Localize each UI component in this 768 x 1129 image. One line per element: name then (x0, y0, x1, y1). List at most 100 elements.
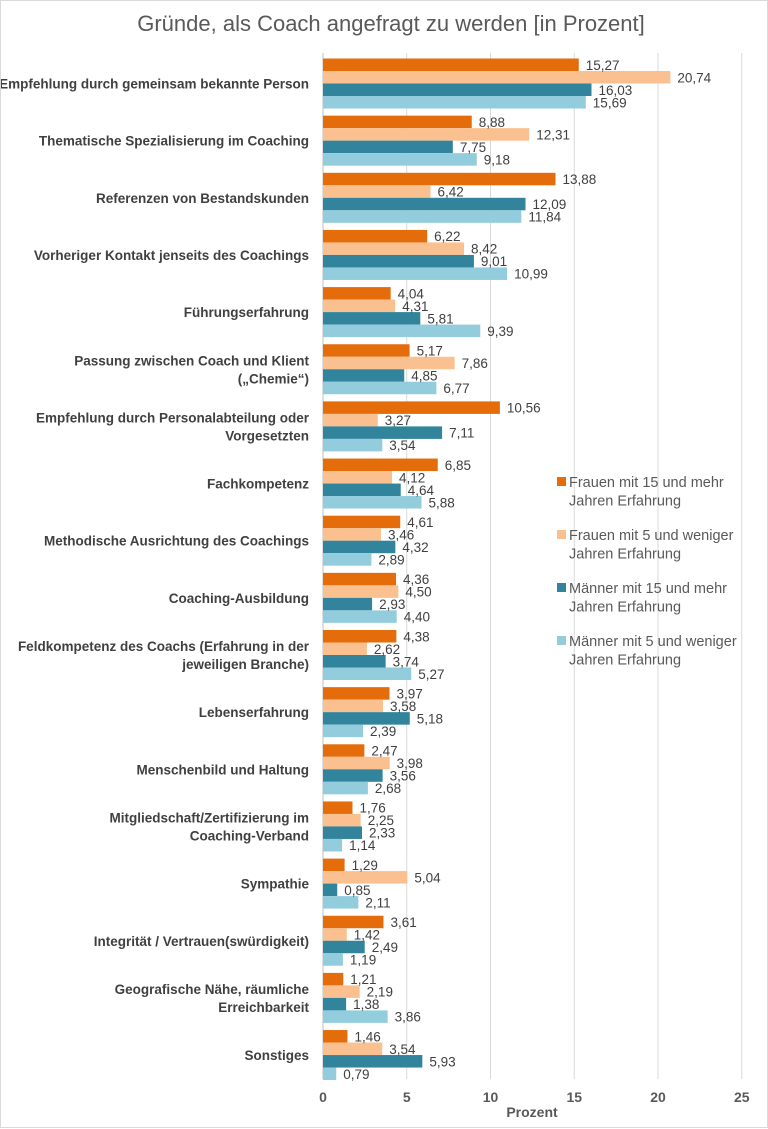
category-label: Feldkompetenz des Coachs (Erfahrung in d… (18, 639, 310, 672)
category-label: Empfehlung durch Personalabteilung oder V… (36, 410, 310, 443)
x-axis: 0 5 10 15 20 25 (319, 1089, 750, 1105)
data-label: 9,18 (484, 152, 510, 167)
category-labels: Empfehlung durch gemeinsam bekannte Pers… (1, 77, 310, 1064)
bar (323, 915, 384, 929)
x-tick-label: 20 (650, 1089, 666, 1105)
data-label: 7,11 (449, 426, 474, 441)
legend-label: Männer mit 5 und weniger Jahren Erfahrung (569, 634, 737, 669)
data-label: 3,86 (395, 1010, 421, 1025)
data-label: 11,84 (528, 210, 561, 225)
bar (323, 724, 364, 738)
bar (323, 96, 586, 109)
bar (323, 471, 393, 484)
data-label: 4,32 (402, 540, 428, 555)
data-label: 1,42 (354, 928, 380, 943)
data-label: 13,88 (562, 172, 596, 187)
bar (323, 369, 405, 382)
bar (323, 496, 422, 509)
bars (323, 58, 671, 1081)
category-label: Menschenbild und Haltung (137, 762, 310, 777)
bar (323, 540, 396, 554)
bar (323, 597, 373, 611)
data-label: 1,21 (350, 972, 376, 987)
legend-swatch (557, 636, 566, 645)
data-label: 2,11 (365, 895, 390, 910)
legend-swatch (557, 530, 566, 539)
data-label: 5,17 (417, 344, 443, 359)
bar (323, 953, 343, 966)
data-label: 15,27 (586, 58, 620, 73)
bar (323, 756, 390, 770)
bar (323, 838, 343, 852)
bar (323, 197, 526, 211)
bar (323, 985, 360, 998)
bar (323, 1067, 337, 1081)
bar (323, 287, 391, 300)
category-label: Thematische Spezialisierung im Coaching (39, 134, 309, 149)
data-label: 15,69 (593, 95, 627, 110)
bar (323, 940, 365, 954)
data-label: 7,75 (460, 140, 486, 155)
bar (323, 610, 397, 623)
bar (323, 426, 443, 439)
data-label: 5,81 (427, 311, 453, 326)
bar (323, 83, 592, 96)
data-label: 2,49 (372, 940, 398, 955)
data-label: 6,77 (443, 381, 469, 396)
data-label: 20,74 (677, 70, 711, 85)
bar (323, 115, 472, 129)
category-label: Mitgliedschaft/Zertifizierung im Coaching… (109, 810, 309, 843)
data-label: 2,25 (368, 813, 394, 828)
data-label: 0,85 (344, 883, 370, 898)
data-label: 1,76 (359, 801, 385, 816)
bar (323, 172, 556, 186)
bar (323, 1030, 348, 1043)
data-label: 2,47 (371, 744, 397, 759)
bar (323, 254, 474, 268)
category-label: Geografische Nähe, räumliche Erreichbarke… (115, 982, 310, 1015)
bar (323, 483, 401, 497)
bar (323, 642, 367, 655)
data-label: 5,04 (414, 870, 441, 885)
data-label: 4,31 (402, 299, 428, 314)
data-label: 4,36 (403, 572, 429, 587)
data-label: 4,64 (408, 483, 435, 498)
bar (323, 667, 412, 680)
bar (323, 312, 421, 325)
data-label: 4,50 (405, 585, 431, 600)
data-label: 2,19 (367, 985, 393, 1000)
bar (323, 1042, 383, 1056)
bar (323, 185, 431, 198)
bar (323, 858, 345, 872)
data-label: 1,38 (353, 997, 379, 1012)
data-label: 3,74 (393, 654, 420, 669)
bar (323, 242, 465, 255)
bar (323, 896, 359, 909)
bar (323, 458, 438, 472)
category-label: Empfehlung durch gemeinsam bekannte Pers… (1, 77, 309, 92)
bar (323, 585, 399, 598)
data-label: 12,09 (533, 197, 567, 212)
bar (323, 687, 390, 700)
data-label: 1,19 (350, 953, 376, 968)
data-label: 1,14 (349, 838, 376, 853)
bar (323, 71, 671, 84)
data-labels: 15,27 8,88 13,88 6,22 4,04 5,17 10,56 6,85 4,61 4… (343, 58, 711, 1082)
data-label: 4,12 (399, 470, 425, 485)
data-label: 2,62 (374, 642, 400, 657)
data-label: 4,38 (403, 629, 429, 644)
bar (323, 801, 353, 814)
data-label: 2,89 (378, 552, 404, 567)
data-label: 2,93 (379, 597, 405, 612)
bar (323, 1055, 423, 1068)
bar (323, 883, 338, 897)
bar (323, 972, 344, 986)
x-tick-label: 25 (734, 1089, 750, 1105)
data-label: 3,27 (385, 413, 411, 428)
bar (323, 153, 477, 166)
chart-title: Gründe, als Coach angefragt zu werden [i… (137, 11, 645, 36)
category-label: Sympathie (241, 877, 310, 892)
bar (323, 413, 378, 427)
data-label: 4,04 (398, 286, 425, 301)
